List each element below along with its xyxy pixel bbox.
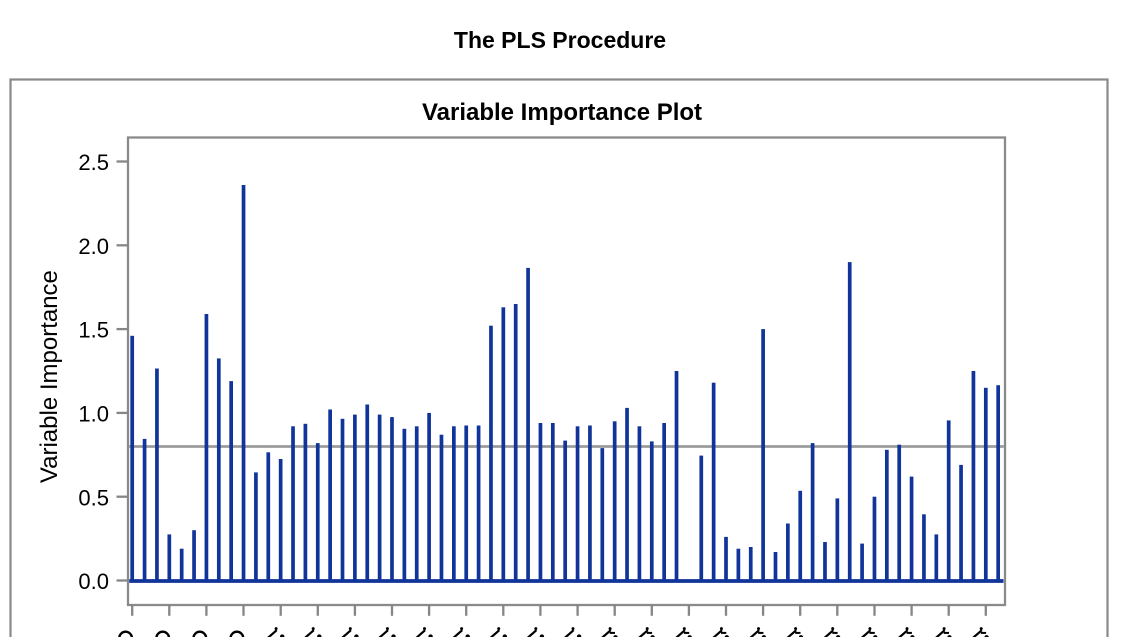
svg-text:Variable Importance Plot: Variable Importance Plot (422, 99, 702, 126)
svg-text:1.0: 1.0 (78, 402, 109, 427)
svg-text:1.5: 1.5 (78, 318, 109, 343)
svg-text:0.5: 0.5 (78, 485, 109, 510)
svg-text:Variable Importance: Variable Importance (36, 270, 63, 483)
svg-text:0.0: 0.0 (78, 569, 109, 594)
svg-text:2.0: 2.0 (78, 234, 109, 259)
svg-text:The PLS Procedure: The PLS Procedure (454, 27, 666, 53)
svg-text:2.5: 2.5 (78, 150, 109, 175)
